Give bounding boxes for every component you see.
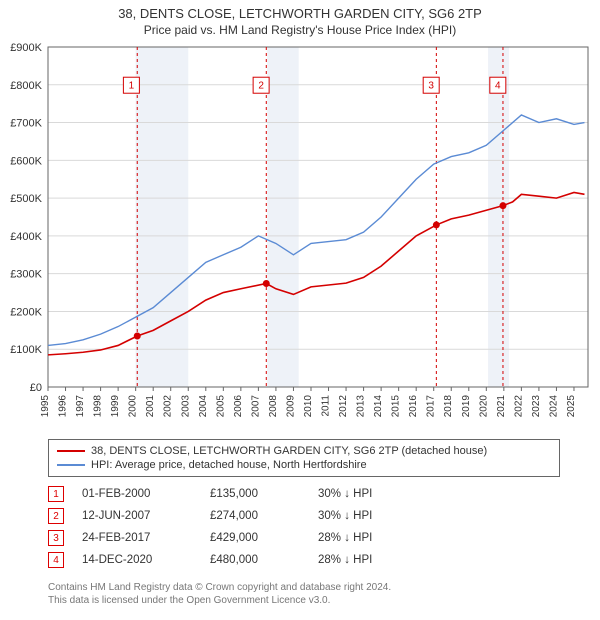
svg-text:1998: 1998 [93, 395, 104, 418]
sale-row: 4 14-DEC-2020 £480,000 28% ↓ HPI [48, 549, 560, 571]
svg-text:2000: 2000 [128, 395, 139, 418]
legend-label: 38, DENTS CLOSE, LETCHWORTH GARDEN CITY,… [91, 445, 487, 457]
svg-text:2009: 2009 [285, 395, 296, 418]
legend: 38, DENTS CLOSE, LETCHWORTH GARDEN CITY,… [48, 439, 560, 477]
svg-text:1997: 1997 [75, 395, 86, 418]
sale-delta: 30% ↓ HPI [318, 488, 428, 500]
legend-item: 38, DENTS CLOSE, LETCHWORTH GARDEN CITY,… [57, 444, 551, 458]
svg-text:4: 4 [495, 81, 501, 92]
sale-price: £480,000 [210, 554, 300, 566]
svg-text:£300K: £300K [10, 269, 42, 281]
legend-label: HPI: Average price, detached house, Nort… [91, 459, 367, 471]
svg-text:2013: 2013 [356, 395, 367, 418]
svg-text:£500K: £500K [10, 193, 42, 205]
svg-text:2014: 2014 [373, 395, 384, 418]
svg-text:2003: 2003 [180, 395, 191, 418]
svg-text:1996: 1996 [58, 395, 69, 418]
chart-subtitle: Price paid vs. HM Land Registry's House … [0, 21, 600, 41]
svg-text:£200K: £200K [10, 306, 42, 318]
svg-text:£700K: £700K [10, 118, 42, 130]
sale-price: £274,000 [210, 510, 300, 522]
chart-svg: £0 £100K £200K £300K £400K £500K £600K £700K £80… [0, 41, 600, 431]
sale-date: 24-FEB-2017 [82, 532, 192, 544]
svg-text:2005: 2005 [215, 395, 226, 418]
sale-row: 3 24-FEB-2017 £429,000 28% ↓ HPI [48, 527, 560, 549]
sale-price: £135,000 [210, 488, 300, 500]
svg-text:2012: 2012 [338, 395, 349, 418]
svg-text:2011: 2011 [321, 395, 332, 417]
sale-marker: 2 [48, 508, 64, 524]
svg-text:2023: 2023 [531, 395, 542, 418]
svg-text:1: 1 [129, 81, 135, 92]
svg-text:2024: 2024 [548, 395, 559, 418]
sale-delta: 30% ↓ HPI [318, 510, 428, 522]
legend-swatch [57, 464, 85, 466]
svg-text:£800K: £800K [10, 80, 42, 92]
sale-delta: 28% ↓ HPI [318, 554, 428, 566]
legend-swatch [57, 450, 85, 452]
svg-text:3: 3 [428, 81, 434, 92]
footer-line2: This data is licensed under the Open Gov… [48, 594, 560, 607]
svg-text:2015: 2015 [391, 395, 402, 418]
svg-text:2004: 2004 [198, 395, 209, 418]
svg-text:2008: 2008 [268, 395, 279, 418]
svg-text:2: 2 [258, 81, 264, 92]
footer-line1: Contains HM Land Registry data © Crown c… [48, 581, 560, 594]
svg-text:2017: 2017 [426, 395, 437, 418]
svg-text:2006: 2006 [233, 395, 244, 418]
svg-text:1995: 1995 [40, 395, 51, 418]
svg-text:2019: 2019 [461, 395, 472, 418]
price-chart: £0 £100K £200K £300K £400K £500K £600K £700K £80… [0, 41, 600, 431]
sale-delta: 28% ↓ HPI [318, 532, 428, 544]
sales-table: 1 01-FEB-2000 £135,000 30% ↓ HPI 2 12-JUN-200… [48, 483, 560, 571]
svg-text:2016: 2016 [408, 395, 419, 418]
svg-text:2007: 2007 [250, 395, 261, 418]
svg-text:2021: 2021 [496, 395, 507, 418]
footer-attribution: Contains HM Land Registry data © Crown c… [48, 581, 560, 607]
svg-text:£900K: £900K [10, 42, 42, 54]
svg-text:£100K: £100K [10, 344, 42, 356]
svg-text:2022: 2022 [513, 395, 524, 418]
svg-text:£0: £0 [30, 382, 42, 394]
sale-marker: 4 [48, 552, 64, 568]
sale-price: £429,000 [210, 532, 300, 544]
sale-date: 12-JUN-2007 [82, 510, 192, 522]
sale-marker: 1 [48, 486, 64, 502]
svg-text:2025: 2025 [566, 395, 577, 418]
svg-text:2018: 2018 [443, 395, 454, 418]
svg-text:1999: 1999 [110, 395, 121, 418]
sale-date: 14-DEC-2020 [82, 554, 192, 566]
svg-text:2001: 2001 [145, 395, 156, 418]
svg-text:2020: 2020 [478, 395, 489, 418]
sale-row: 2 12-JUN-2007 £274,000 30% ↓ HPI [48, 505, 560, 527]
chart-title: 38, DENTS CLOSE, LETCHWORTH GARDEN CITY,… [0, 0, 600, 21]
sale-date: 01-FEB-2000 [82, 488, 192, 500]
sale-marker: 3 [48, 530, 64, 546]
svg-text:£400K: £400K [10, 231, 42, 243]
svg-text:2002: 2002 [163, 395, 174, 418]
svg-text:2010: 2010 [303, 395, 314, 418]
sale-row: 1 01-FEB-2000 £135,000 30% ↓ HPI [48, 483, 560, 505]
svg-text:£600K: £600K [10, 155, 42, 167]
legend-item: HPI: Average price, detached house, Nort… [57, 458, 551, 472]
